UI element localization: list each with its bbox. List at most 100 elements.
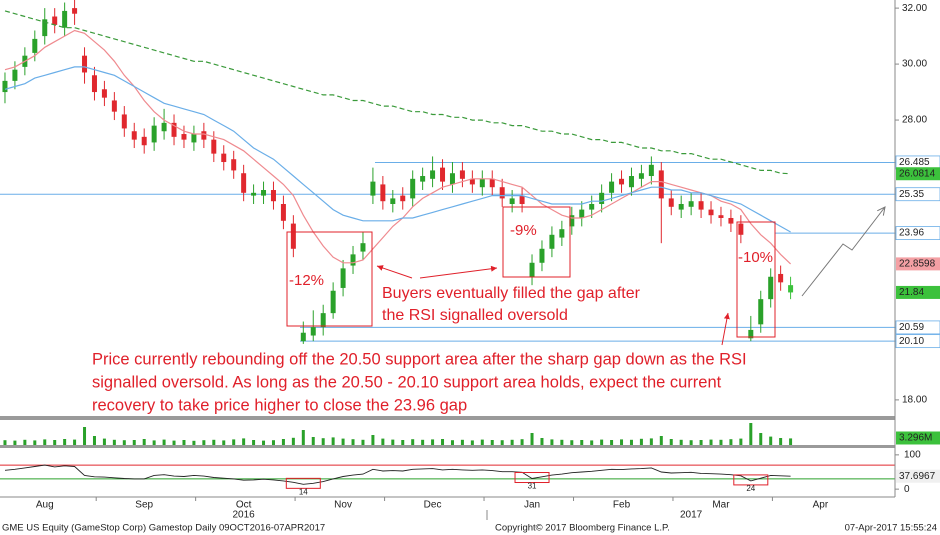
volume-bar — [381, 438, 385, 445]
value-badge — [896, 167, 940, 181]
volume-bar — [431, 439, 435, 445]
candle-body — [32, 38, 38, 53]
candle-body — [270, 190, 276, 202]
candle-body — [430, 170, 436, 179]
volume-bar — [112, 439, 116, 445]
volume-bar — [610, 440, 614, 445]
volume-bar — [639, 438, 643, 445]
volume-bar — [779, 438, 783, 445]
arrow — [721, 312, 730, 346]
annotation-boxes — [286, 206, 776, 346]
summary: Price currently rebounding off the 20.50… — [92, 350, 747, 368]
volume-bar — [669, 439, 673, 445]
year-label: 2017 — [680, 510, 703, 521]
x-tick-label: Aug — [36, 500, 54, 511]
arrow — [376, 265, 413, 279]
candle-body — [738, 223, 744, 235]
volume-bar — [311, 437, 315, 445]
note: the RSI signalled oversold — [382, 307, 568, 324]
candle-body — [231, 159, 237, 171]
volume-bar — [271, 440, 275, 445]
volume-bar — [13, 440, 17, 445]
year-label: 2016 — [233, 510, 256, 521]
volume-bar — [63, 439, 67, 445]
volume-bar — [470, 440, 474, 445]
volume-bar — [212, 439, 216, 445]
candle-body — [609, 181, 615, 193]
candle-body — [589, 204, 595, 210]
candle-body — [101, 89, 107, 98]
footer-center: Copyright© 2017 Bloomberg Finance L.P. — [495, 523, 670, 534]
volume-bar — [142, 439, 146, 445]
volume-bar — [679, 439, 683, 445]
volume-bar — [132, 440, 136, 445]
x-tick-label: Mar — [712, 500, 730, 511]
volume-bar — [3, 440, 7, 445]
volume-bar — [689, 440, 693, 445]
x-tick-label: Jan — [524, 500, 540, 511]
candle-body — [708, 209, 714, 216]
candle-body — [748, 329, 754, 339]
candle-body — [479, 178, 485, 188]
panel-divider — [0, 445, 895, 448]
volume-bar — [460, 439, 464, 445]
x-tick-label: Nov — [334, 500, 352, 511]
volume-bar — [102, 438, 106, 445]
candle-body — [718, 215, 724, 218]
oversold-box — [514, 472, 550, 484]
candle-body — [449, 173, 455, 185]
oversold-label: 31 — [528, 482, 537, 491]
candle-body — [181, 134, 187, 140]
x-tick-label: Sep — [135, 500, 153, 511]
volume-bar — [590, 440, 594, 445]
volume-bar — [620, 439, 624, 445]
value-badge-label: 20.10 — [899, 336, 924, 347]
candle-body — [390, 198, 396, 205]
volume-bar — [739, 438, 743, 445]
arrow — [419, 265, 498, 279]
candle-body — [489, 178, 495, 188]
value-badge — [896, 285, 940, 299]
volume-bar — [232, 439, 236, 445]
volume-bar — [361, 439, 365, 445]
y-tick-label: 100 — [904, 449, 921, 460]
candle-body — [151, 125, 157, 143]
candle-body — [62, 10, 68, 28]
candle-body — [52, 16, 58, 25]
candle-body — [410, 178, 416, 199]
candle-body — [778, 273, 784, 283]
candle-body — [420, 176, 426, 182]
volume-bar — [540, 438, 544, 445]
volume-bar — [719, 439, 723, 445]
value-badge-label: 23.96 — [899, 228, 924, 239]
volume-bar — [749, 423, 753, 445]
volume-bar — [759, 433, 763, 445]
volume-bar — [659, 436, 663, 445]
y-tick-label: 32.00 — [902, 3, 927, 14]
y-tick-label: 28.00 — [902, 115, 927, 126]
volume-bar — [341, 438, 345, 445]
volume-bar — [321, 438, 325, 445]
candle-body — [121, 114, 127, 129]
value-badge-label: 26.485 — [899, 157, 930, 168]
trend-arrow — [801, 207, 885, 297]
candle-body — [221, 153, 227, 163]
candle-body — [171, 122, 177, 137]
value-badge-label: 21.84 — [899, 287, 924, 298]
y-tick-label: 18.00 — [902, 395, 927, 406]
candle-body — [728, 217, 734, 224]
volume-bar — [450, 440, 454, 445]
volume-bar — [401, 440, 405, 445]
volume-bar — [490, 440, 494, 445]
volume-bar — [351, 439, 355, 445]
volume-bar — [92, 436, 96, 445]
volume-bar — [252, 440, 256, 445]
y-tick-label: 30.00 — [902, 59, 927, 70]
candle-body — [82, 55, 88, 73]
value-badge — [896, 469, 940, 483]
candle-body — [261, 190, 267, 196]
volume-bar — [301, 430, 305, 445]
volume-bar — [530, 433, 534, 445]
drop-label: -12% — [289, 272, 324, 289]
